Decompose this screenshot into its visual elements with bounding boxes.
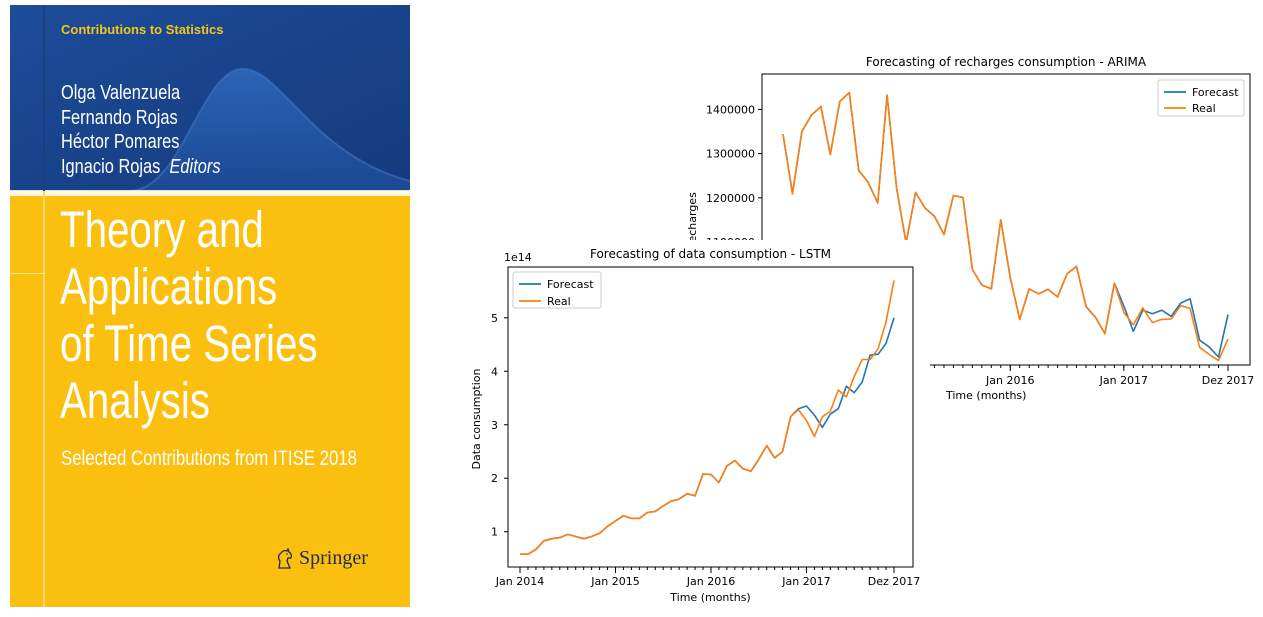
cover-top-band	[10, 5, 410, 191]
x-tick-label: Jan 2014	[495, 575, 544, 588]
x-axis-label: Time (months)	[669, 591, 750, 604]
series-line-real	[520, 280, 895, 556]
series-name: Contributions to Statistics	[61, 22, 224, 37]
y-scale-label: 1e14	[504, 251, 532, 264]
x-axis-label: Time (months)	[945, 389, 1026, 402]
x-tick-label: Jan 2016	[985, 374, 1034, 387]
cover-vertical-rule-lower	[43, 191, 45, 607]
legend-label: Real	[547, 295, 571, 308]
cover-tick-line	[10, 273, 44, 274]
series-line-real	[782, 91, 1229, 362]
editor-name: Fernando Rojas	[61, 106, 178, 129]
book-cover: Contributions to Statistics Olga Valenzu…	[10, 5, 410, 607]
chart-title: Forecasting of data consumption - LSTM	[590, 247, 831, 261]
legend-box	[512, 271, 602, 309]
springer-horse-icon	[277, 547, 293, 569]
lstm-chart: Forecasting of data consumption - LSTM 1e…	[460, 240, 930, 610]
editor-name: Héctor Pomares	[61, 131, 180, 153]
y-tick-label: 1	[491, 526, 498, 539]
book-subtitle: Selected Contributions from ITISE 2018	[61, 447, 358, 470]
x-tick-label: Jan 2015	[590, 575, 639, 588]
y-tick-label: 2	[491, 472, 498, 485]
cover-divider	[10, 190, 410, 196]
chart-title: Forecasting of recharges consumption - A…	[866, 55, 1147, 69]
editors-role: Editors	[169, 155, 221, 178]
legend-label: Forecast	[1192, 86, 1239, 99]
x-tick-label: Dez 2017	[1202, 374, 1255, 387]
plot-frame	[507, 266, 914, 568]
title-line: Theory and	[60, 201, 264, 258]
x-tick-label: Jan 2016	[686, 575, 735, 588]
editors-list: Olga Valenzuela Fernando Rojas Héctor Po…	[61, 81, 221, 179]
title-line: Applications	[60, 258, 278, 315]
publisher-logo: Springer	[275, 547, 368, 570]
y-tick-label: 1200000	[706, 192, 755, 205]
y-axis-label: Data consumption	[470, 368, 483, 469]
x-tick-label: Jan 2017	[1099, 374, 1148, 387]
book-title: Theory and Applications of Time Series A…	[60, 201, 392, 429]
editor-name: Olga Valenzuela	[61, 82, 181, 104]
y-tick-label: 1300000	[706, 148, 755, 161]
y-tick-label: 5	[491, 312, 498, 325]
cover-curve-graphic	[10, 5, 410, 191]
y-axis-label: recharges	[686, 192, 699, 247]
editor-name: Ignacio Rojas	[61, 155, 161, 178]
legend-box	[1157, 79, 1245, 117]
x-tick-label: Jan 2017	[781, 575, 830, 588]
legend-label: Forecast	[547, 278, 594, 291]
y-tick-label: 4	[491, 365, 498, 378]
title-line: Analysis	[60, 372, 211, 429]
legend-label: Real	[1192, 102, 1216, 115]
y-tick-label: 3	[491, 419, 498, 432]
y-tick-label: 1400000	[706, 103, 755, 116]
x-tick-label: Dez 2017	[868, 575, 921, 588]
publisher-name: Springer	[299, 547, 368, 569]
title-line: of Time Series	[60, 315, 318, 372]
